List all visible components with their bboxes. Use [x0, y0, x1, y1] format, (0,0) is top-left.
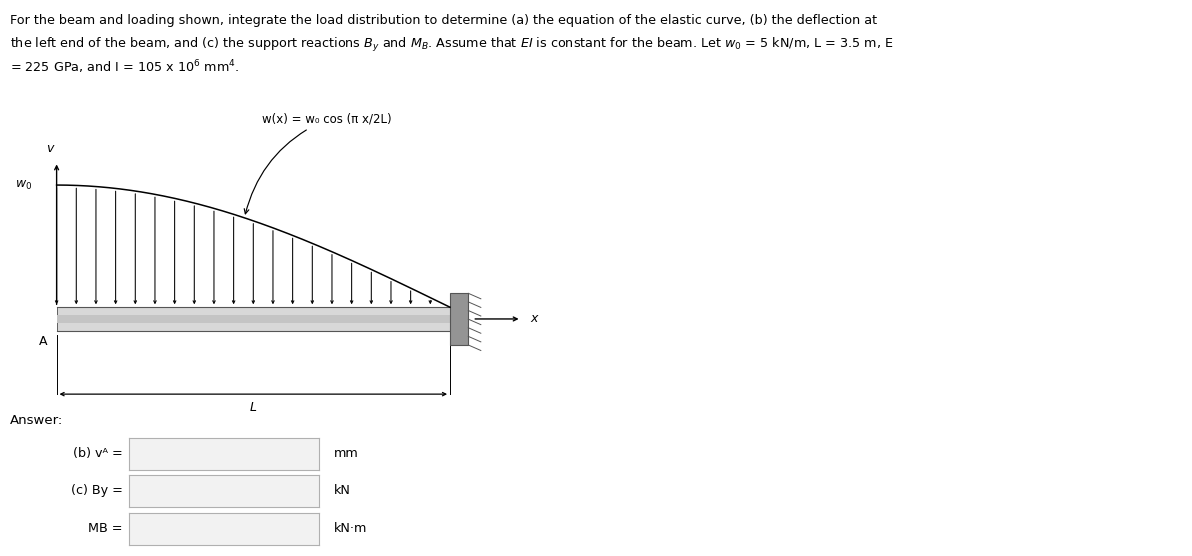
Text: = 225 GPa, and I = 105 x 10$^6$ mm$^4$.: = 225 GPa, and I = 105 x 10$^6$ mm$^4$.	[10, 58, 238, 76]
Text: MB =: MB =	[88, 522, 123, 535]
Text: B: B	[452, 335, 461, 349]
Text: A: A	[39, 335, 48, 349]
Text: For the beam and loading shown, integrate the load distribution to determine (a): For the beam and loading shown, integrat…	[10, 14, 876, 27]
Text: x: x	[530, 312, 538, 325]
Text: $w_0$: $w_0$	[14, 178, 32, 192]
Text: L: L	[250, 401, 256, 414]
Bar	[57, 307, 451, 331]
Text: w(x) = w₀ cos (π x/2L): w(x) = w₀ cos (π x/2L)	[244, 113, 392, 214]
Bar	[451, 293, 468, 345]
Text: mm: mm	[334, 447, 359, 460]
Text: the left end of the beam, and (c) the support reactions $B_y$ and $M_B$. Assume : the left end of the beam, and (c) the su…	[10, 36, 893, 54]
Text: (c) By =: (c) By =	[70, 484, 123, 498]
Text: v: v	[46, 142, 54, 155]
Text: Answer:: Answer:	[10, 414, 63, 427]
Text: kN: kN	[334, 484, 350, 498]
Bar	[57, 315, 451, 323]
Text: kN·m: kN·m	[334, 522, 367, 535]
Text: (b) vᴬ =: (b) vᴬ =	[73, 447, 123, 460]
